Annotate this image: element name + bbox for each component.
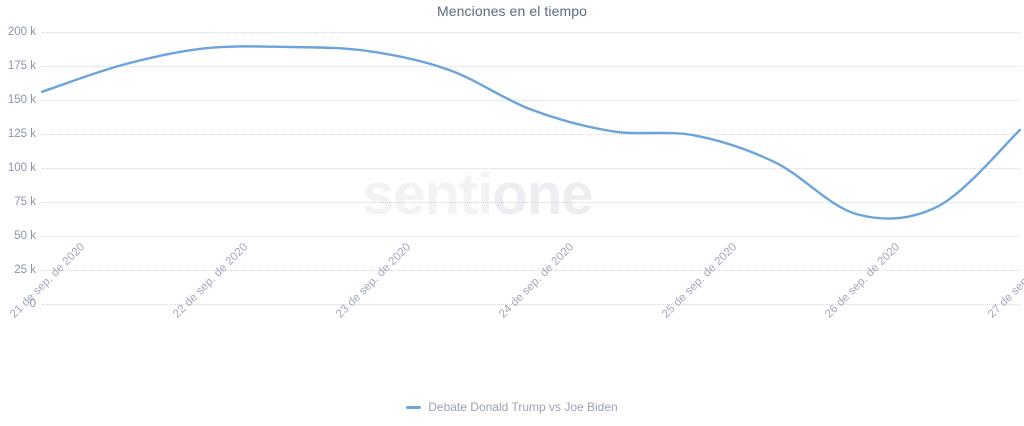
series-line-debate-donald-trump-vs-joe-biden xyxy=(40,45,1022,220)
legend-item-label: Debate Donald Trump vs Joe Biden xyxy=(428,400,618,414)
y-axis-tick-label: 150 k xyxy=(7,94,36,106)
y-axis-tick-label: 0 xyxy=(29,298,36,310)
gridline xyxy=(42,134,1020,135)
gridline xyxy=(42,100,1020,101)
y-axis-tick-label: 75 k xyxy=(14,196,36,208)
y-axis-tick-label: 125 k xyxy=(7,128,36,140)
gridline xyxy=(42,236,1020,237)
chart-legend: Debate Donald Trump vs Joe Biden xyxy=(0,400,1024,414)
gridline xyxy=(42,202,1020,203)
y-axis-tick-label: 175 k xyxy=(7,60,36,72)
gridline xyxy=(42,32,1020,33)
y-axis-tick-label: 100 k xyxy=(7,162,36,174)
plot-area xyxy=(42,32,1020,305)
legend-line-swatch-icon xyxy=(406,405,422,409)
gridline xyxy=(42,168,1020,169)
page-title: Menciones en el tiempo xyxy=(436,3,588,19)
gridline xyxy=(42,304,1020,305)
gridline xyxy=(42,270,1020,271)
y-axis-tick-label: 25 k xyxy=(14,264,36,276)
gridline xyxy=(42,66,1020,67)
y-axis-tick-label: 200 k xyxy=(7,26,36,38)
legend-item-debate[interactable]: Debate Donald Trump vs Joe Biden xyxy=(406,400,618,414)
y-axis: 0 25 k 50 k 75 k 100 k 125 k 150 k 175 k 200 k xyxy=(0,26,36,310)
y-axis-tick-label: 50 k xyxy=(14,230,36,242)
